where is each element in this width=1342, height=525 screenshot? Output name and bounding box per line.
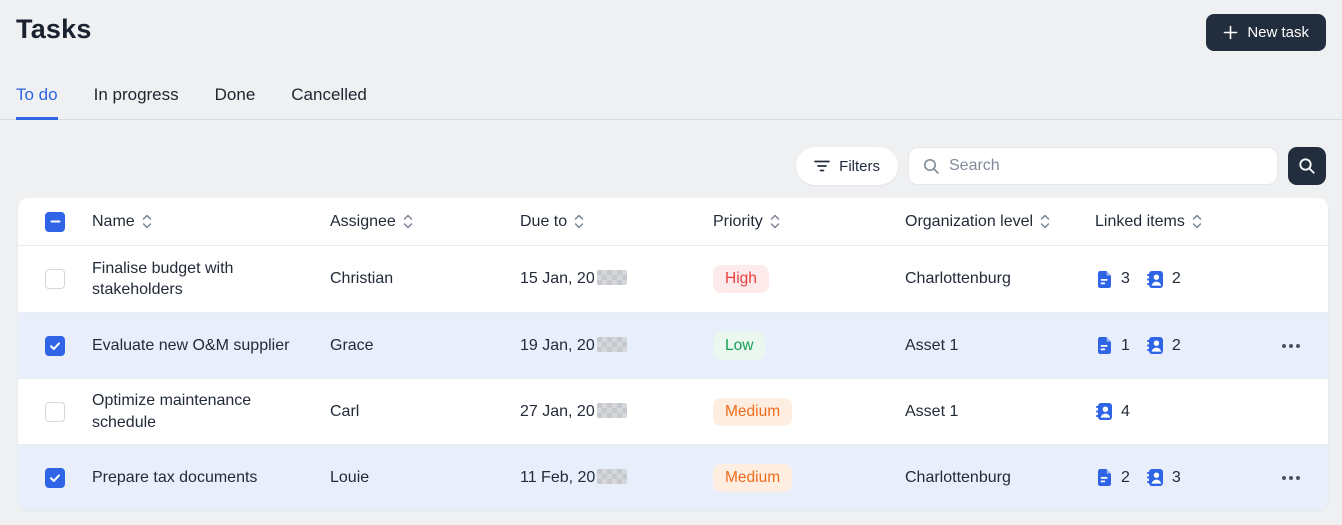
linked-contacts-count: 4 (1121, 402, 1130, 420)
linked-documents[interactable]: 1 (1095, 336, 1130, 355)
page-title: Tasks (16, 14, 92, 44)
linked-documents-count: 1 (1121, 336, 1130, 354)
document-icon (1098, 270, 1111, 288)
organization-level: Asset 1 (905, 336, 959, 354)
column-header-due-to[interactable]: Due to (520, 213, 713, 231)
search-icon (1298, 157, 1316, 175)
priority-badge: High (713, 265, 769, 293)
row-menu-button[interactable] (1280, 470, 1302, 486)
sort-icon (1040, 214, 1050, 229)
filters-label: Filters (839, 157, 880, 175)
row-checkbox[interactable] (45, 401, 65, 422)
linked-contacts-count: 2 (1171, 270, 1181, 287)
row-checkbox[interactable] (45, 335, 65, 356)
plus-icon (1223, 25, 1238, 40)
sort-icon (142, 214, 151, 229)
contact-person-icon (1146, 337, 1163, 354)
assignee: Christian (330, 270, 394, 287)
tab-bar: To do In progress Done Cancelled (0, 77, 1342, 120)
linked-contacts[interactable]: 4 (1095, 402, 1130, 421)
tab-done[interactable]: Done (214, 85, 256, 104)
redacted-year (596, 336, 627, 352)
organization-level: Charlottenburg (905, 468, 1011, 486)
table-row[interactable]: Evaluate new O&M supplier Grace 19 Jan, … (18, 312, 1328, 378)
organization-level: Charlottenburg (905, 270, 1011, 287)
toolbar: Filters (0, 147, 1342, 185)
table-row[interactable]: Finalise budget with stakeholders Christ… (18, 246, 1328, 312)
table-row[interactable]: Prepare tax documents Louie 11 Feb, 20 M… (18, 444, 1328, 510)
row-checkbox[interactable] (45, 269, 65, 289)
organization-level: Asset 1 (905, 402, 959, 420)
due-date: 15 Jan, 20 (520, 270, 595, 287)
table-row[interactable]: Optimize maintenance schedule Carl 27 Ja… (18, 378, 1328, 444)
contact-person-icon (1146, 469, 1163, 486)
linked-documents[interactable]: 2 (1095, 468, 1130, 487)
search-submit-button[interactable] (1288, 147, 1326, 185)
column-header-priority[interactable]: Priority (713, 213, 905, 231)
tab-to-do[interactable]: To do (16, 77, 58, 120)
table-body: Finalise budget with stakeholders Christ… (18, 246, 1328, 510)
due-date: 19 Jan, 20 (520, 336, 595, 354)
row-checkbox[interactable] (45, 467, 65, 488)
due-date: 27 Jan, 20 (520, 402, 595, 420)
linked-documents-count: 2 (1121, 468, 1130, 486)
sort-icon (770, 214, 780, 229)
search-input[interactable] (949, 157, 1263, 175)
search-box (908, 147, 1278, 185)
linked-contacts[interactable]: 2 (1146, 270, 1181, 289)
redacted-year (597, 468, 628, 484)
new-task-button[interactable]: New task (1206, 14, 1326, 51)
redacted-year (596, 402, 627, 418)
linked-contacts[interactable]: 2 (1146, 336, 1181, 355)
task-name: Optimize maintenance schedule (92, 392, 252, 431)
page-header: Tasks New task (0, 0, 1342, 51)
new-task-label: New task (1247, 24, 1309, 41)
table-header-row: Name Assignee Due to Priority Organizati… (18, 198, 1328, 246)
column-header-name[interactable]: Name (92, 213, 330, 231)
due-date: 11 Feb, 20 (520, 468, 596, 486)
tab-cancelled[interactable]: Cancelled (291, 85, 367, 104)
redacted-year (596, 270, 627, 285)
contact-person-icon (1096, 403, 1112, 420)
filter-lines-icon (814, 159, 831, 173)
document-icon (1098, 337, 1111, 354)
assignee: Carl (330, 402, 360, 420)
task-name: Finalise budget with stakeholders (92, 259, 234, 298)
tab-in-progress[interactable]: In progress (93, 85, 179, 104)
sort-icon (1192, 214, 1202, 229)
document-icon (1098, 469, 1111, 486)
tasks-table: Name Assignee Due to Priority Organizati… (18, 198, 1328, 510)
assignee: Louie (330, 468, 370, 486)
sort-icon (574, 214, 584, 229)
column-header-assignee[interactable]: Assignee (330, 213, 520, 231)
contact-person-icon (1146, 270, 1163, 288)
column-header-linked-items[interactable]: Linked items (1095, 213, 1280, 231)
select-all-checkbox[interactable] (45, 211, 65, 232)
assignee: Grace (330, 336, 374, 354)
linked-contacts-count: 3 (1171, 468, 1181, 486)
linked-documents[interactable]: 3 (1095, 270, 1130, 289)
linked-contacts[interactable]: 3 (1146, 468, 1181, 487)
linked-documents-count: 3 (1121, 270, 1130, 287)
sort-icon (403, 214, 413, 229)
search-icon (923, 158, 940, 175)
row-menu-button[interactable] (1280, 338, 1302, 354)
filters-button[interactable]: Filters (796, 147, 898, 185)
linked-contacts-count: 2 (1171, 336, 1181, 354)
priority-badge: Medium (713, 397, 793, 426)
priority-badge: Low (713, 331, 766, 360)
task-name: Evaluate new O&M supplier (92, 336, 290, 354)
column-header-organization-level[interactable]: Organization level (905, 213, 1095, 231)
task-name: Prepare tax documents (92, 468, 258, 486)
priority-badge: Medium (713, 463, 793, 492)
